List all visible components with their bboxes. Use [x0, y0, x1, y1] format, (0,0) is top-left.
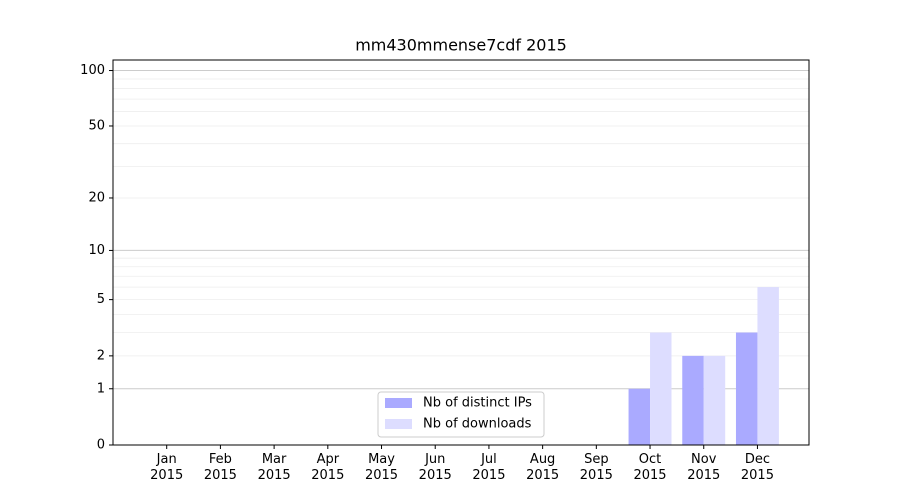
legend-box — [377, 391, 545, 438]
y-tick-label: 2 — [97, 348, 105, 363]
x-tick-label: Jul 2015 — [472, 452, 506, 483]
bar — [735, 332, 758, 445]
plot-frame — [112, 59, 810, 446]
bar — [703, 355, 726, 445]
chart-title: mm430mmense7cdf 2015 — [355, 36, 567, 55]
legend-swatch — [385, 419, 412, 429]
x-tick-label: Dec 2015 — [740, 452, 774, 483]
x-tick-label: Oct 2015 — [633, 452, 667, 483]
legend-label: Nb of distinct IPs — [423, 396, 532, 411]
x-tick-label: Feb 2015 — [203, 452, 237, 483]
y-tick-label: 50 — [88, 118, 105, 133]
x-tick-label: Aug 2015 — [526, 452, 560, 483]
legend-label: Nb of downloads — [423, 417, 532, 432]
y-tick-label: 5 — [97, 292, 105, 307]
bar — [628, 388, 651, 445]
x-tick-label: Nov 2015 — [687, 452, 721, 483]
bar — [757, 287, 779, 445]
x-tick-label: Mar 2015 — [257, 452, 291, 483]
y-tick-label: 20 — [88, 190, 105, 205]
x-tick-label: Apr 2015 — [311, 452, 345, 483]
x-tick-label: Jun 2015 — [418, 452, 452, 483]
bar — [650, 332, 672, 445]
y-tick-label: 1 — [97, 381, 105, 396]
y-tick-label: 100 — [80, 63, 105, 78]
x-tick-label: Sep 2015 — [579, 452, 613, 483]
y-tick-label: 10 — [88, 243, 105, 258]
bar — [682, 355, 704, 445]
x-tick-label: May 2015 — [364, 452, 399, 483]
y-tick-label: 0 — [97, 438, 105, 453]
legend-swatch — [385, 398, 412, 408]
x-tick-label: Jan 2015 — [150, 452, 184, 483]
